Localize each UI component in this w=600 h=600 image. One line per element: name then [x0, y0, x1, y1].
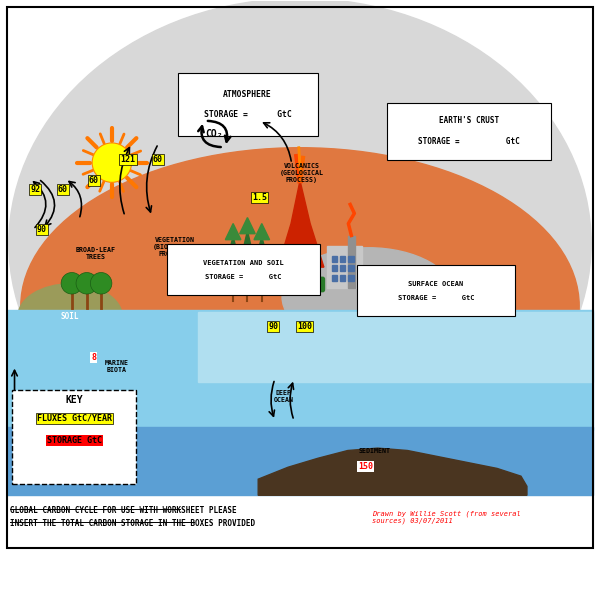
Text: SOIL: SOIL [61, 312, 79, 321]
Text: 100: 100 [297, 322, 312, 331]
Bar [349, 265, 354, 271]
Text: INSERT THE TOTAL CARBON STORAGE IN THE BOXES PROVIDED: INSERT THE TOTAL CARBON STORAGE IN THE B… [10, 519, 256, 528]
Bar [199, 312, 593, 382]
Text: GLOBAL CARBON CYCLE FOR USE WITH WORKSHEET PLEASE: GLOBAL CARBON CYCLE FOR USE WITH WORKSHE… [10, 506, 237, 515]
Text: EARTH'S CRUST

STORAGE =          GtC: EARTH'S CRUST STORAGE = GtC [418, 116, 520, 146]
Bar [357, 265, 515, 316]
Text: DEEP
OCEAN: DEEP OCEAN [273, 390, 293, 403]
Text: STORAGE GtC: STORAGE GtC [47, 436, 102, 445]
Text: SURFACE OCEAN

STORAGE =      GtC: SURFACE OCEAN STORAGE = GtC [398, 281, 474, 301]
Text: KEY: KEY [65, 395, 83, 405]
Circle shape [92, 143, 131, 182]
Circle shape [91, 272, 112, 294]
Text: ATMOSPHERE

STORAGE =      GtC: ATMOSPHERE STORAGE = GtC [204, 89, 292, 119]
Bar [340, 275, 346, 281]
Text: VEGETATION
(BIOLOGICAL
PROCESS): VEGETATION (BIOLOGICAL PROCESS) [152, 238, 197, 257]
Text: 60: 60 [153, 155, 163, 164]
Text: 1.5: 1.5 [253, 193, 268, 202]
Ellipse shape [21, 148, 579, 464]
Text: MARINE
BIOTA: MARINE BIOTA [104, 361, 128, 373]
Bar [348, 236, 355, 288]
Text: 60: 60 [58, 185, 68, 194]
Bar [7, 310, 593, 430]
Text: 92: 92 [31, 185, 40, 194]
Ellipse shape [9, 0, 591, 488]
Bar [340, 256, 346, 262]
Circle shape [61, 272, 83, 294]
Circle shape [314, 289, 320, 295]
Polygon shape [236, 231, 258, 277]
Polygon shape [251, 236, 272, 277]
Bar [178, 73, 318, 136]
Polygon shape [226, 224, 241, 239]
Bar [332, 275, 337, 281]
Text: SEDIMENT: SEDIMENT [359, 448, 391, 454]
Text: Drawn by Willie Scott (from several
sources) 03/07/2011: Drawn by Willie Scott (from several sour… [371, 510, 520, 524]
Polygon shape [258, 448, 527, 495]
Text: 90: 90 [268, 322, 278, 331]
Bar [299, 279, 307, 290]
Text: 150: 150 [358, 461, 373, 470]
Text: BROAD-LEAF
TREES: BROAD-LEAF TREES [76, 247, 116, 260]
Text: FLUXES GtC/YEAR: FLUXES GtC/YEAR [37, 414, 112, 423]
FancyBboxPatch shape [296, 277, 325, 292]
Text: 121: 121 [121, 155, 136, 164]
Polygon shape [254, 224, 269, 239]
Bar [332, 265, 337, 271]
Text: CONIFER
TREES: CONIFER TREES [243, 246, 271, 259]
Bar [12, 389, 136, 484]
Text: 90: 90 [37, 225, 47, 234]
Bar [349, 256, 354, 262]
Polygon shape [223, 236, 244, 277]
Bar [349, 275, 354, 281]
Text: 8: 8 [91, 353, 97, 362]
Polygon shape [239, 218, 255, 234]
Text: VOLCANICS
(GEOLOGICAL
PROCESS): VOLCANICS (GEOLOGICAL PROCESS) [280, 163, 324, 183]
Bar [167, 244, 320, 295]
Ellipse shape [18, 284, 122, 350]
Bar [386, 103, 551, 160]
Bar [328, 246, 362, 288]
Text: 60: 60 [89, 176, 99, 185]
Ellipse shape [282, 248, 455, 346]
Bar [7, 427, 593, 495]
Text: VEGETATION AND SOIL

STORAGE =      GtC: VEGETATION AND SOIL STORAGE = GtC [203, 260, 284, 280]
Circle shape [299, 289, 305, 295]
Polygon shape [278, 181, 324, 267]
Circle shape [76, 272, 98, 294]
Bar [332, 256, 337, 262]
Bar [340, 265, 346, 271]
Text: CO₂: CO₂ [205, 129, 223, 139]
